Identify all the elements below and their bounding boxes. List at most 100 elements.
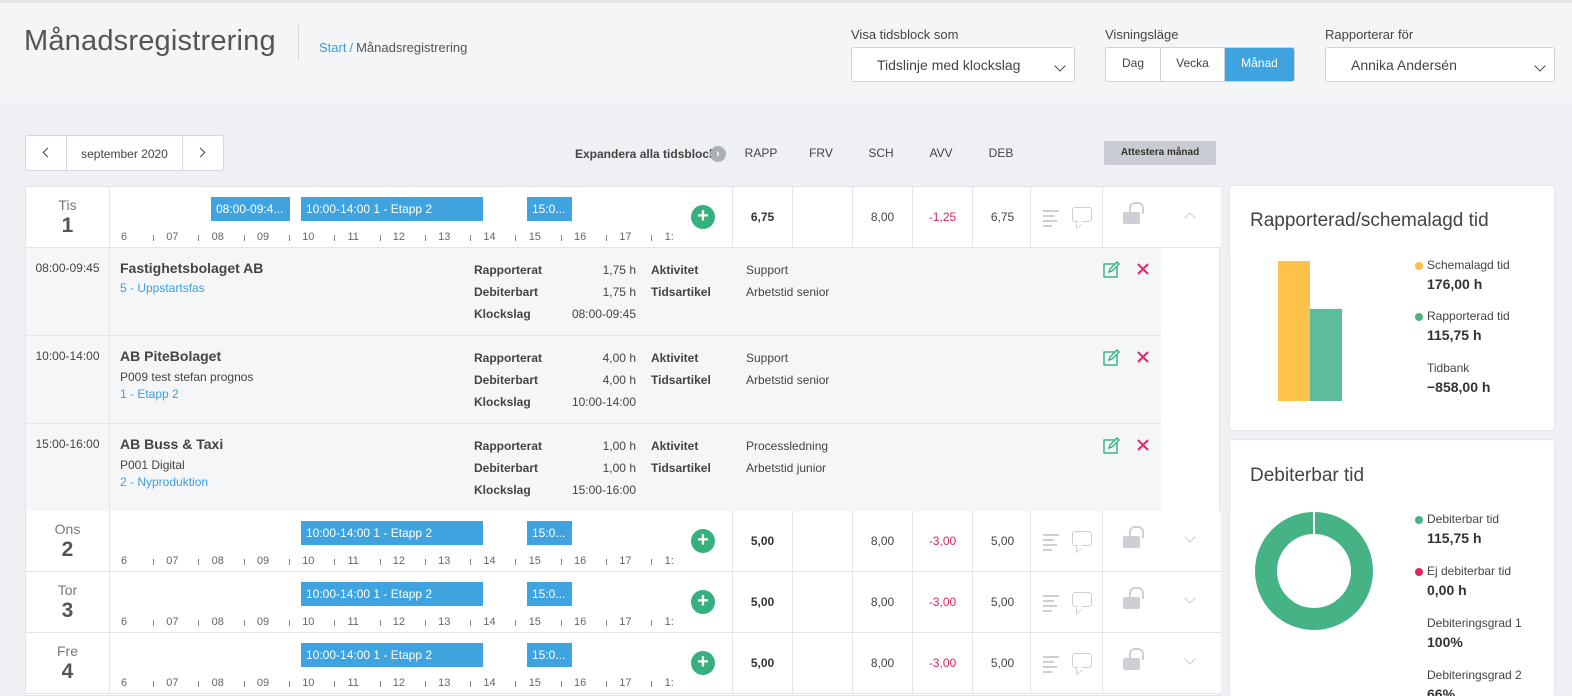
timeline-tick-mark	[153, 681, 154, 687]
day-name: Ons	[54, 521, 81, 537]
timeline-tick-mark	[243, 620, 245, 626]
day-timeline: 10:00-14:00 1 - Etapp 2 15:0... 6 07 08 09 1…	[111, 572, 674, 633]
comment-icon[interactable]	[1072, 653, 1092, 668]
timeline-tick-mark	[606, 235, 607, 241]
timeline-tick-mark	[470, 235, 472, 241]
frv-value	[792, 511, 852, 572]
time-block[interactable]: 15:0...	[527, 582, 572, 606]
chevron-down-icon[interactable]	[1184, 592, 1196, 604]
delete-icon[interactable]	[1136, 262, 1150, 276]
avv-value: -3,00	[912, 511, 972, 572]
next-month-button[interactable]	[183, 136, 223, 170]
chevron-down-icon	[1534, 60, 1546, 72]
timeline-tick-mark	[288, 235, 290, 241]
delete-icon[interactable]	[1136, 350, 1150, 364]
column-header-frv: FRV	[809, 146, 833, 160]
rapp-value: 5,00	[732, 572, 792, 633]
billable-value: 4,00 h	[602, 373, 636, 387]
unlock-icon[interactable]	[1123, 202, 1144, 224]
avv-value: -3,00	[912, 633, 972, 694]
time-block[interactable]: 10:00-14:00 1 - Etapp 2	[301, 197, 483, 221]
clock-label: Klockslag	[474, 483, 531, 497]
delete-icon[interactable]	[1136, 438, 1150, 452]
chevron-down-icon[interactable]	[1184, 531, 1196, 543]
view-mode-week[interactable]: Vecka	[1161, 48, 1225, 81]
timeline-tick-mark	[424, 620, 426, 626]
legend-value: 176,00 h	[1427, 276, 1483, 292]
list-icon[interactable]	[1043, 656, 1059, 676]
legend-label: Debiteringsgrad 1	[1427, 616, 1522, 630]
reporter-select[interactable]: Annika Andersén	[1325, 47, 1555, 82]
expand-all-link[interactable]: Expandera alla tidsblock	[575, 147, 716, 161]
reported-label: Rapporterat	[474, 439, 543, 453]
chevron-up-icon[interactable]	[1184, 212, 1196, 224]
edit-icon[interactable]	[1103, 437, 1120, 454]
comment-icon[interactable]	[1072, 531, 1092, 546]
legend-label: Debiterbar tid	[1427, 512, 1500, 526]
add-time-button[interactable]: +	[691, 651, 715, 675]
timeline-tick-label: 14	[483, 677, 496, 689]
unlock-icon[interactable]	[1123, 526, 1144, 548]
article-value: Arbetstid junior	[746, 461, 827, 475]
add-time-button[interactable]: +	[691, 205, 715, 229]
add-time-button[interactable]: +	[691, 529, 715, 553]
notes-cell	[1030, 572, 1102, 633]
card-title: Rapporterad/schemalagd tid	[1250, 210, 1489, 231]
deb-value: 5,00	[972, 633, 1032, 694]
reported-label: Rapporterat	[474, 263, 543, 277]
column-header-rapp: RAPP	[744, 146, 778, 160]
unlock-icon[interactable]	[1123, 587, 1144, 609]
day-timeline: 08:00-09:4... 10:00-14:00 1 - Etapp 2 15…	[111, 187, 674, 248]
clock-value: 10:00-14:00	[571, 395, 636, 409]
view-mode-day[interactable]: Dag	[1106, 48, 1161, 81]
legend-value: 115,75 h	[1427, 530, 1482, 546]
time-block[interactable]: 10:00-14:00 1 - Etapp 2	[301, 521, 483, 545]
avv-value: -1,25	[912, 187, 972, 248]
time-block[interactable]: 15:0...	[527, 197, 572, 221]
billable-label: Debiterbart	[474, 373, 539, 387]
timeline-tick-mark	[334, 620, 336, 626]
legend-label: Tidbank	[1427, 361, 1470, 375]
timeline-tick-label: 17	[619, 616, 632, 628]
activity-label: Aktivitet	[651, 263, 699, 277]
entry-phase-link[interactable]: 5 - Uppstartsfas	[120, 281, 205, 295]
timeblock-select[interactable]: Tidslinje med klockslag	[851, 47, 1075, 82]
comment-icon[interactable]	[1072, 592, 1092, 607]
unlock-icon[interactable]	[1123, 648, 1144, 670]
legend-dot	[1415, 313, 1423, 321]
chevron-down-icon[interactable]	[1184, 653, 1196, 665]
attest-month-button[interactable]: Attestera månad	[1104, 141, 1216, 165]
edit-icon[interactable]	[1103, 261, 1120, 278]
view-mode-month[interactable]: Månad	[1225, 48, 1294, 81]
billable-value: 1,00 h	[602, 461, 636, 475]
legend-dot	[1415, 262, 1423, 270]
day-number: 4	[61, 660, 74, 683]
entry-phase-link[interactable]: 2 - Nyproduktion	[120, 475, 209, 489]
time-block[interactable]: 10:00-14:00 1 - Etapp 2	[301, 643, 483, 667]
entry-project: P001 Digital	[120, 458, 185, 472]
edit-icon[interactable]	[1103, 349, 1120, 366]
deb-value: 5,00	[972, 511, 1032, 572]
list-icon[interactable]	[1043, 534, 1059, 554]
legend-dot	[1415, 516, 1423, 524]
month-navigator: september 2020	[25, 135, 224, 171]
time-block[interactable]: 08:00-09:4...	[211, 197, 290, 221]
timeline-tick-mark	[198, 559, 200, 565]
time-block[interactable]: 15:0...	[527, 643, 572, 667]
time-block[interactable]: 15:0...	[527, 521, 572, 545]
day-number: 3	[61, 599, 74, 622]
list-icon[interactable]	[1043, 595, 1059, 615]
list-icon[interactable]	[1043, 210, 1059, 230]
legend-label: Rapporterad tid	[1427, 309, 1510, 323]
chevron-right-circle-icon[interactable]: ›	[710, 146, 726, 162]
breadcrumb-home-link[interactable]: Start	[319, 40, 347, 55]
column-header-avv: AVV	[929, 146, 953, 160]
legend-dot	[1415, 568, 1423, 576]
reported-label: Rapporterat	[474, 351, 543, 365]
previous-month-button[interactable]	[26, 136, 66, 170]
comment-icon[interactable]	[1072, 207, 1092, 222]
entry-phase-link[interactable]: 1 - Etapp 2	[120, 387, 179, 401]
legend-value: −858,00 h	[1427, 379, 1491, 395]
add-time-button[interactable]: +	[691, 590, 715, 614]
time-block[interactable]: 10:00-14:00 1 - Etapp 2	[301, 582, 483, 606]
